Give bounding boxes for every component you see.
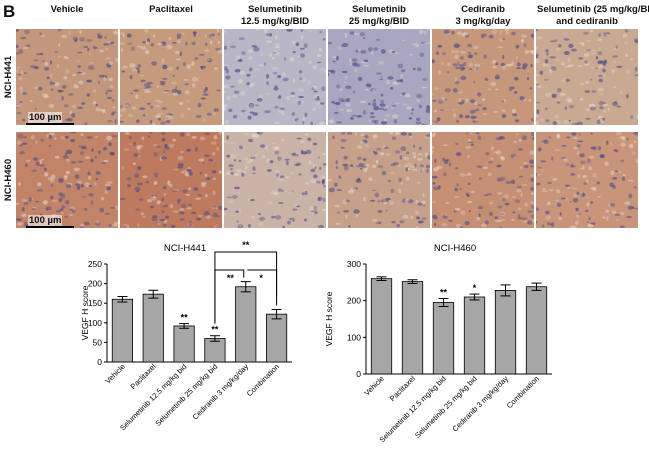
bar [173,325,195,363]
micrograph-tile [16,132,118,228]
micrograph-column-header: Selumetinib 12.5 mg/kg/BID [240,4,310,27]
micrograph-column-header: Cediranib 3 mg/kg/day [455,4,511,27]
micrograph-tile [536,29,638,125]
y-tick-label: 150 [88,298,102,308]
bar [525,286,548,375]
significance-label: * [473,283,477,293]
micrograph-tile [16,29,118,125]
bar [370,278,393,375]
x-tick-label: Selumetinib 25 mg/kg bid [413,374,479,440]
x-tick-label: Paclitaxel [129,362,158,391]
scale-bar-label: 100 µm [28,112,63,123]
y-tick-label: 200 [347,296,361,306]
bar [494,289,517,375]
y-axis-label: VEGF H score [324,291,334,346]
scale-bar [26,226,74,228]
micrograph-tile [536,132,638,228]
bracket-label: * [259,273,263,283]
y-axis-label: VEGF H score [80,285,90,340]
comparison-bracket [214,251,278,322]
bracket-label: ** [242,240,250,250]
x-tick-label: Cediranib 3 mg/kg/day [191,362,251,422]
micrograph-row-label: NCI-H460 [3,158,14,202]
micrograph-tile [120,132,222,228]
bar [111,298,133,363]
bar [432,302,455,375]
micrograph-column-header: Vehicle [50,4,84,15]
panel-label: B [3,2,16,21]
chart-title: NCI-H441 [164,243,206,254]
x-tick-label: Selumetinib 25 mg/kg bid [153,362,219,428]
x-tick-label: Selumetinib 12.5 mg/kg bid [118,362,188,432]
y-tick-label: 250 [88,259,102,269]
x-tick-label: Combination [505,374,541,410]
y-tick-label: 50 [93,337,103,347]
x-tick-label: Paclitaxel [388,374,417,403]
bar [266,313,288,363]
micrograph-tile [328,132,430,228]
significance-label: ** [440,287,448,297]
scale-bar-label: 100 µm [28,215,63,226]
bar [204,338,226,363]
bracket-label: ** [227,273,235,283]
bar [401,281,424,375]
x-tick-label: Vehicle [362,374,385,397]
y-tick-label: 100 [347,332,361,342]
micrograph-row-label: NCI-H441 [3,55,14,99]
y-tick-label: 300 [347,259,361,269]
significance-label: ** [211,325,219,335]
micrograph-column-header: Paclitaxel [149,4,193,15]
x-tick-label: Vehicle [103,362,126,385]
chart-title: NCI-H460 [434,243,476,254]
comparison-bracket [247,269,278,306]
comparison-bracket [214,269,245,324]
y-tick-label: 0 [97,357,102,367]
bar [463,296,486,375]
micrograph-tile [224,29,326,125]
micrograph-column-header: Selumetinib 25 mg/kg/BID [348,4,410,27]
micrograph-tile [432,29,534,125]
x-tick-label: Cediranib 3 mg/kg/day [450,374,510,434]
scale-bar [26,123,74,125]
y-tick-label: 200 [88,279,102,289]
micrograph-tile [120,29,222,125]
x-tick-label: Selumetinib 12.5 mg/kg bid [378,374,448,444]
y-tick-label: 100 [88,318,102,328]
micrograph-tile [224,132,326,228]
bar [235,286,257,363]
micrograph-tile [328,29,430,125]
x-tick-label: Combination [245,362,281,398]
micrograph-tile [432,132,534,228]
significance-label: ** [181,313,189,323]
y-tick-label: 0 [356,369,361,379]
bar [142,293,164,363]
micrograph-column-header: Selumetinib (25 mg/kg/BID) and cediranib [537,4,649,27]
